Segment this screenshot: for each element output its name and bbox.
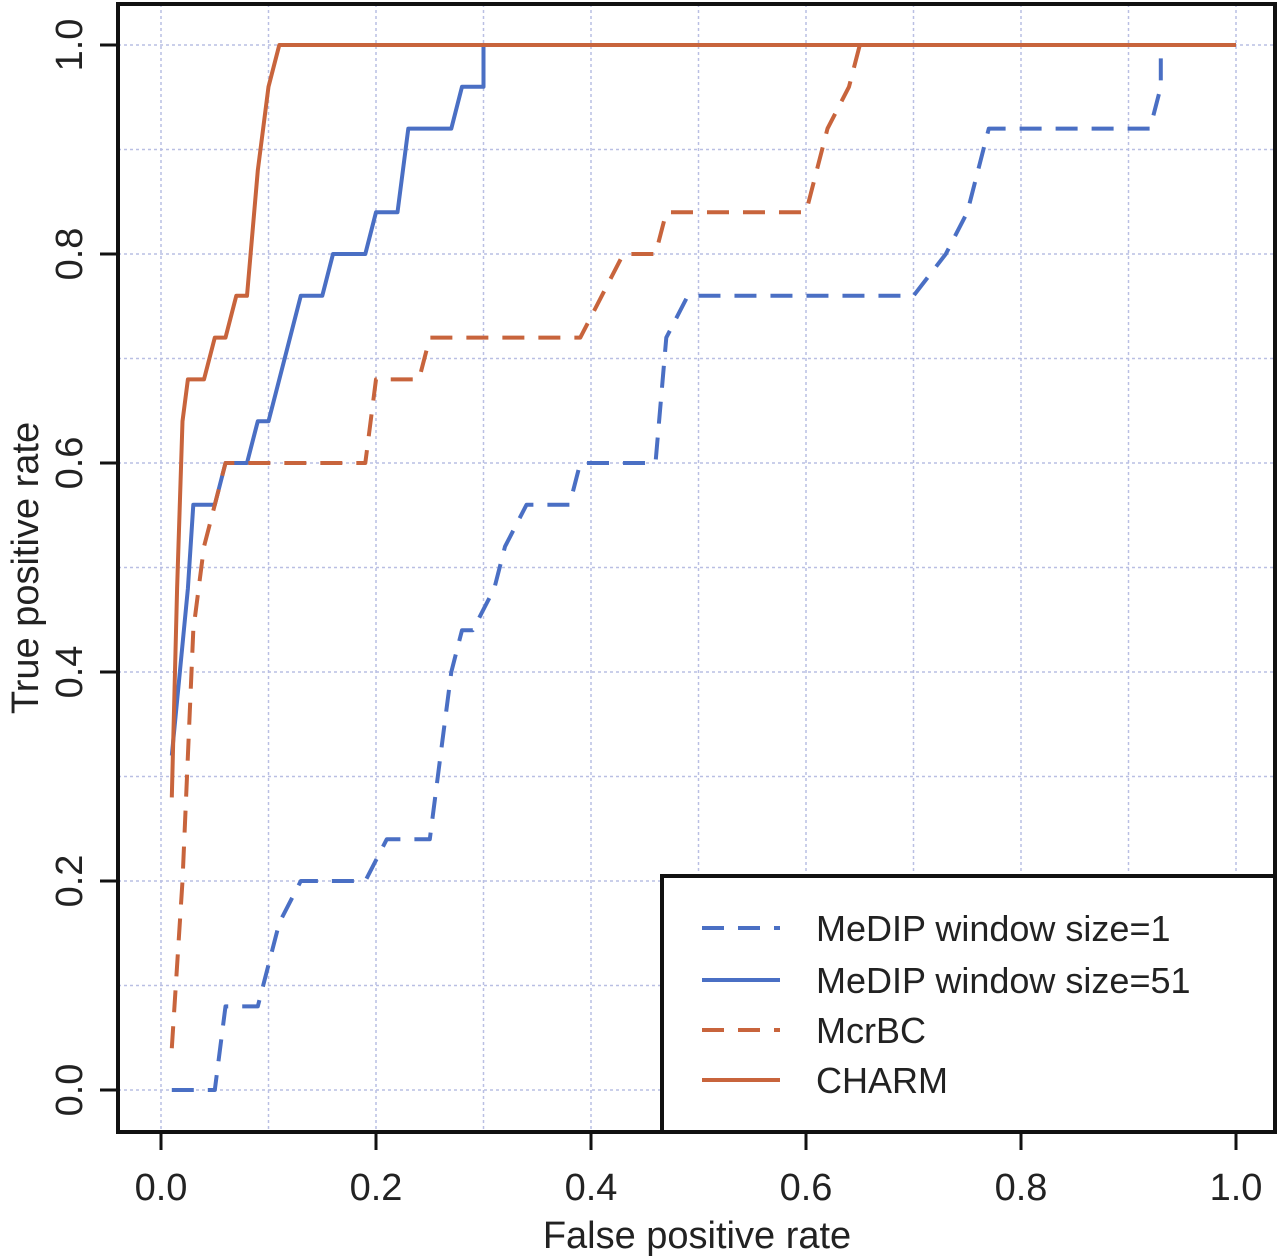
series-line-1 — [171, 45, 1163, 1092]
series-line-3 — [169, 43, 1236, 1049]
legend-box — [660, 874, 1277, 1134]
legend-label-2: MeDIP window size=51 — [816, 960, 1191, 1001]
ticks: 0.0 0.2 0.4 0.6 0.8 1.0 0.0 0.2 0.4 0.6 0.8 1.0 — [49, 19, 1262, 1209]
x-tick-label: 0.2 — [350, 1167, 403, 1209]
x-tick-label: 0.4 — [565, 1167, 618, 1209]
series-line-4 — [169, 43, 1236, 798]
x-axis-label: False positive rate — [543, 1215, 851, 1257]
y-tick-label: 0.4 — [49, 646, 91, 699]
legend-label-1: MeDIP window size=1 — [816, 908, 1171, 949]
y-tick-label: 0.0 — [49, 1064, 91, 1117]
y-tick-label: 0.6 — [49, 437, 91, 490]
x-tick-label: 0.8 — [995, 1167, 1048, 1209]
y-tick-label: 0.2 — [49, 855, 91, 908]
legend: MeDIP window size=1 MeDIP window size=51 M… — [660, 874, 1277, 1134]
x-tick-label: 1.0 — [1210, 1167, 1263, 1209]
series-layer — [169, 43, 1236, 1092]
x-tick-label: 0.0 — [135, 1167, 188, 1209]
x-tick-label: 0.6 — [780, 1167, 833, 1209]
y-tick-label: 0.8 — [49, 228, 91, 281]
legend-label-4: CHARM — [816, 1060, 948, 1101]
y-axis-label: True positive rate — [5, 422, 47, 714]
legend-label-3: McrBC — [816, 1010, 926, 1051]
y-tick-label: 1.0 — [49, 19, 91, 72]
